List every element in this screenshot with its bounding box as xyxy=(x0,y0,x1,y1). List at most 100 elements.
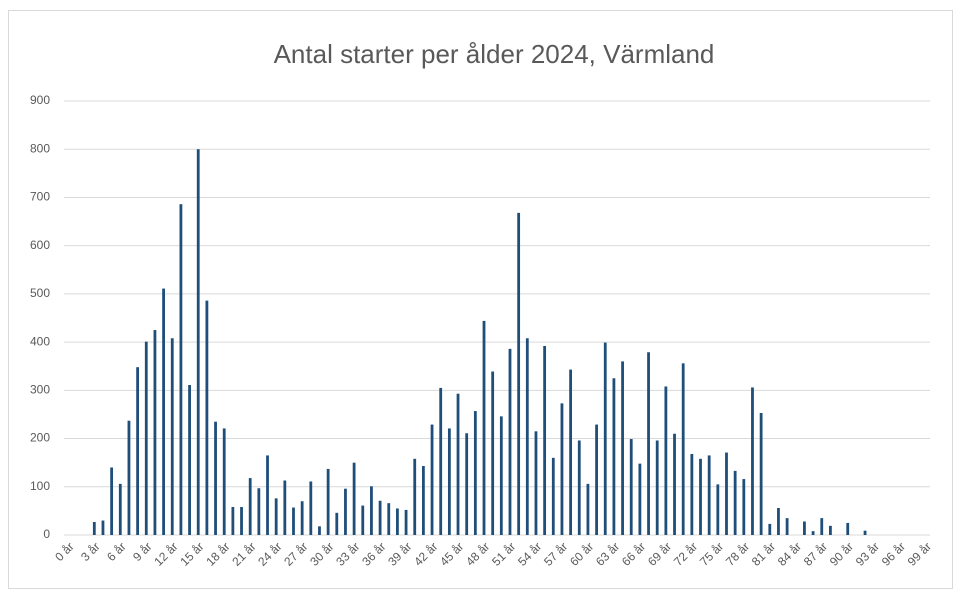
bar xyxy=(543,345,547,535)
y-tick-label: 600 xyxy=(30,238,50,252)
bar xyxy=(629,439,633,535)
bar xyxy=(785,518,789,535)
bar xyxy=(188,385,191,535)
bar xyxy=(621,361,624,535)
bar xyxy=(136,367,140,535)
bar xyxy=(214,421,217,535)
bar xyxy=(699,458,702,535)
bar xyxy=(413,458,417,535)
bar xyxy=(759,412,763,535)
bar xyxy=(751,387,754,535)
bar xyxy=(482,320,486,535)
bar xyxy=(725,452,728,535)
bar xyxy=(777,507,780,535)
bar xyxy=(473,411,477,535)
bar xyxy=(404,509,408,535)
bar xyxy=(378,500,382,535)
bar xyxy=(811,531,815,535)
bar xyxy=(162,288,165,535)
bar xyxy=(465,433,469,535)
bar xyxy=(361,505,365,535)
bar xyxy=(447,428,451,535)
y-tick-label: 800 xyxy=(30,141,50,155)
y-tick-label: 0 xyxy=(43,527,50,541)
bar xyxy=(153,330,157,535)
y-tick-label: 300 xyxy=(30,383,50,397)
bar xyxy=(534,431,538,535)
bar xyxy=(863,530,867,535)
bar xyxy=(248,478,252,535)
bar xyxy=(326,468,330,535)
bar xyxy=(110,467,114,535)
bar xyxy=(292,507,295,535)
bar xyxy=(170,338,174,535)
bar xyxy=(673,433,676,535)
bar xyxy=(829,525,832,535)
bar xyxy=(690,453,694,535)
bar xyxy=(222,428,226,535)
bar xyxy=(742,479,746,535)
bar xyxy=(318,526,321,535)
bar xyxy=(144,341,148,535)
bar xyxy=(196,149,200,535)
bar xyxy=(309,481,313,535)
bar xyxy=(586,483,590,535)
bar xyxy=(595,424,598,535)
bar xyxy=(846,522,850,535)
bar xyxy=(456,393,460,535)
bar xyxy=(231,507,235,535)
chart-title: Antal starter per ålder 2024, Värmland xyxy=(274,39,715,69)
bar xyxy=(707,455,711,535)
bar xyxy=(421,466,425,535)
bar xyxy=(387,503,391,535)
bar xyxy=(344,488,347,535)
y-tick-label: 500 xyxy=(30,286,50,300)
bar xyxy=(370,486,373,535)
bar xyxy=(335,512,339,535)
bar xyxy=(569,369,573,535)
bar xyxy=(179,204,183,535)
bar xyxy=(205,300,209,535)
y-tick-label: 400 xyxy=(30,334,50,348)
bar xyxy=(647,352,650,535)
bar xyxy=(283,480,287,535)
bar xyxy=(352,462,356,535)
bar xyxy=(638,463,642,535)
chart-frame xyxy=(8,10,953,589)
bar xyxy=(733,470,737,535)
bar xyxy=(118,483,122,535)
bar xyxy=(439,387,443,535)
bar xyxy=(525,338,529,535)
bar xyxy=(803,521,806,535)
bar xyxy=(266,455,269,535)
y-tick-label: 200 xyxy=(30,431,50,445)
y-tick-label: 100 xyxy=(30,479,50,493)
bar xyxy=(560,403,564,535)
bar xyxy=(101,520,105,535)
bar xyxy=(768,523,772,535)
bar xyxy=(603,342,607,535)
bar xyxy=(664,386,668,535)
bar xyxy=(577,440,581,535)
bar xyxy=(92,521,96,535)
bar xyxy=(517,212,521,535)
bar xyxy=(430,424,434,535)
y-tick-label: 900 xyxy=(30,93,50,107)
bar xyxy=(551,457,555,535)
bar xyxy=(396,508,399,535)
bar xyxy=(681,363,685,535)
bar xyxy=(820,518,824,535)
bar xyxy=(655,440,659,535)
bar xyxy=(716,484,720,535)
bar xyxy=(612,378,616,535)
y-tick-label: 700 xyxy=(30,190,50,204)
bar xyxy=(508,348,512,535)
bar xyxy=(257,488,261,535)
bar xyxy=(499,416,503,535)
bar xyxy=(240,507,243,535)
bar xyxy=(127,420,131,535)
bar xyxy=(300,501,304,535)
bar xyxy=(274,498,278,535)
